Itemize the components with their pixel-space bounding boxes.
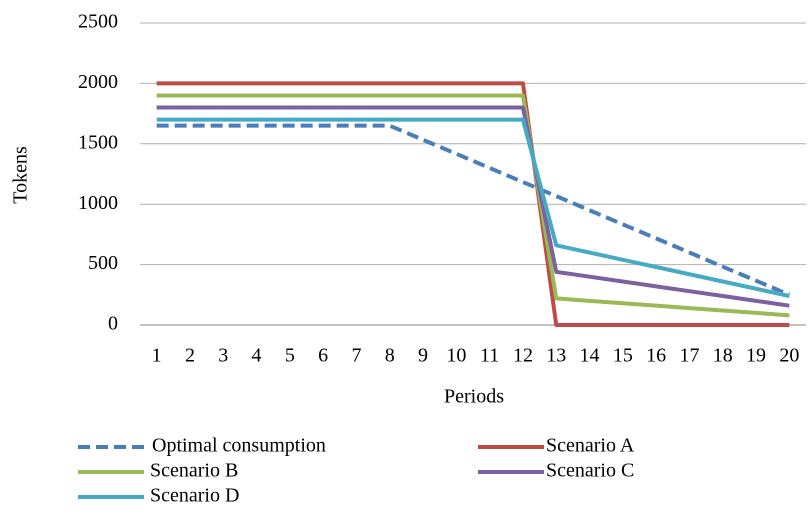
legend-label: Scenario D	[150, 485, 239, 507]
x-tick-label: 2	[185, 345, 195, 367]
x-tick-label: 12	[513, 345, 533, 367]
y-axis-label: Tokens	[10, 146, 32, 204]
y-tick-label: 1000	[78, 192, 118, 214]
legend-label: Scenario C	[546, 460, 634, 482]
legend-label: Scenario A	[546, 435, 635, 457]
x-tick-label: 8	[385, 345, 395, 367]
x-tick-label: 13	[546, 345, 566, 367]
x-tick-label: 3	[218, 345, 228, 367]
x-tick-label: 16	[646, 345, 666, 367]
x-tick-label: 6	[318, 345, 328, 367]
legend-label: Scenario B	[150, 460, 238, 482]
x-tick-label: 14	[580, 345, 600, 367]
line-series	[156, 123, 791, 297]
y-tick-label: 2000	[78, 71, 118, 93]
x-tick-label: 10	[446, 345, 466, 367]
line-series	[156, 81, 790, 327]
line-series	[156, 117, 790, 298]
line-series	[156, 93, 790, 318]
x-tick-label: 9	[418, 345, 428, 367]
x-tick-label: 7	[351, 345, 361, 367]
y-tick-label: 500	[88, 252, 118, 274]
x-tick-label: 15	[613, 345, 633, 367]
x-axis-label: Periods	[444, 386, 504, 408]
x-tick-label: 11	[480, 345, 499, 367]
x-tick-label: 20	[779, 345, 799, 367]
y-tick-label: 0	[108, 313, 118, 335]
line-series	[156, 105, 790, 308]
x-tick-label: 17	[679, 345, 699, 367]
y-tick-label: 2500	[78, 11, 118, 33]
x-tick-label: 19	[746, 345, 766, 367]
x-tick-label: 5	[285, 345, 295, 367]
x-tick-label: 4	[252, 345, 262, 367]
legend-label: Optimal consumption	[152, 435, 326, 457]
y-tick-label: 1500	[78, 131, 118, 153]
x-tick-label: 1	[152, 345, 162, 367]
x-tick-label: 18	[713, 345, 733, 367]
